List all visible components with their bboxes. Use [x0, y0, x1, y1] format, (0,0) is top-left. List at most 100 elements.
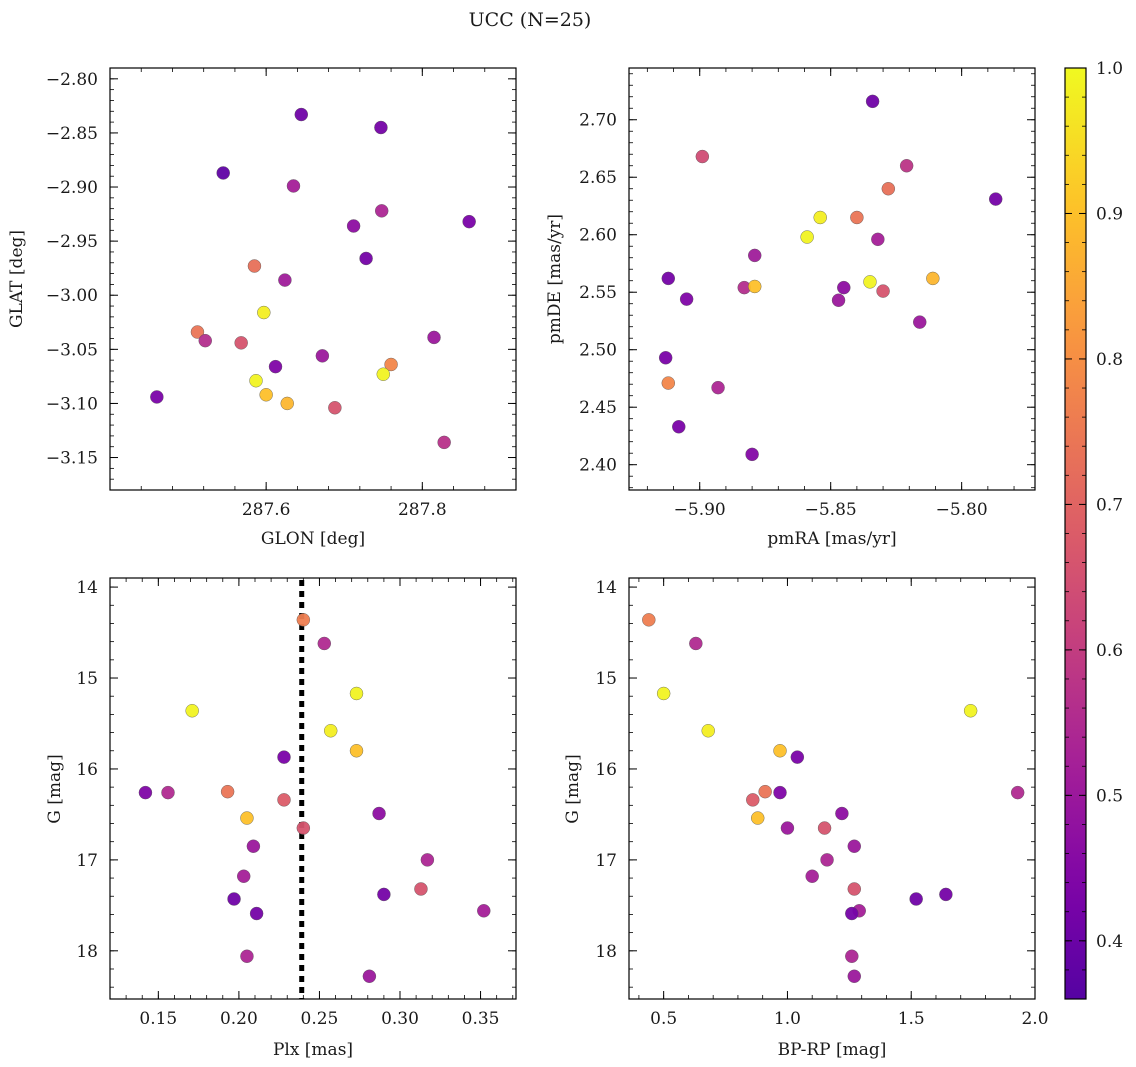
data-point — [661, 376, 675, 390]
data-point — [420, 853, 435, 867]
data-point — [246, 839, 261, 853]
data-point — [278, 273, 292, 287]
axes-frame — [109, 577, 517, 1000]
data-point — [259, 388, 273, 402]
x-tick-label: 0.20 — [220, 1009, 258, 1029]
colorbar: 0.4 0.5 0.6 0.7 0.8 0.9 1.0 — [1064, 59, 1123, 1000]
x-tick-label: 287.6 — [242, 500, 291, 520]
x-tick-label: 0.5 — [650, 1009, 677, 1029]
x-tick-label: 0.30 — [381, 1009, 419, 1029]
y-tick-label: 2.55 — [579, 283, 617, 303]
figure-title: UCC (N=25) — [469, 9, 592, 31]
data-point — [296, 613, 311, 627]
x-tick-label: −5.80 — [936, 500, 988, 520]
plot-area — [658, 94, 1003, 462]
data-point — [989, 192, 1003, 206]
data-point — [881, 182, 896, 196]
data-point — [216, 166, 230, 180]
x-tick-label: −5.85 — [805, 500, 857, 520]
data-point — [679, 292, 694, 306]
data-point — [656, 686, 671, 701]
data-point — [672, 420, 686, 434]
colorbar-tick-label: 1.0 — [1096, 59, 1123, 79]
x-tick-label: 0.35 — [462, 1009, 500, 1029]
data-point — [689, 636, 703, 651]
data-point — [220, 784, 235, 799]
y-axis-label: pmDE [mas/yr] — [545, 214, 565, 344]
y-axis-label: GLAT [deg] — [7, 230, 27, 328]
colorbar-tick-label: 0.7 — [1096, 495, 1123, 515]
data-point — [349, 744, 364, 758]
y-tick-label: 16 — [595, 760, 617, 780]
data-point — [926, 271, 940, 286]
data-point — [268, 359, 283, 374]
data-point — [847, 839, 861, 853]
data-point — [899, 159, 914, 173]
y-axis-label: G [mag] — [563, 754, 583, 823]
data-point — [375, 204, 389, 218]
axes-frame — [628, 67, 1036, 491]
y-tick-label: −2.90 — [46, 178, 98, 198]
y-tick-label: 17 — [76, 851, 98, 871]
y-tick-label: 14 — [76, 578, 98, 598]
data-point — [328, 401, 342, 415]
data-point — [477, 904, 491, 918]
axes-frame — [628, 577, 1036, 1000]
data-point — [751, 811, 765, 825]
data-point — [362, 969, 377, 983]
data-point — [161, 785, 175, 800]
data-point — [695, 149, 710, 164]
y-tick-label: 2.60 — [579, 226, 617, 246]
data-point — [748, 279, 762, 294]
data-point — [237, 869, 251, 883]
data-point — [773, 744, 787, 758]
data-point — [150, 390, 164, 404]
data-point — [257, 305, 271, 320]
x-tick-label: −5.90 — [674, 500, 726, 520]
data-point — [661, 271, 675, 286]
data-point — [780, 821, 795, 835]
y-tick-label: 15 — [76, 669, 98, 689]
y-tick-label: 17 — [595, 851, 617, 871]
y-tick-label: 2.40 — [579, 456, 617, 476]
data-point — [286, 179, 301, 193]
axes-frame — [109, 67, 517, 491]
data-point — [748, 248, 762, 263]
x-tick-label: 2.0 — [1021, 1009, 1048, 1029]
x-axis-label: pmRA [mas/yr] — [767, 529, 896, 549]
data-point — [462, 214, 476, 229]
panel-pmra-pmde: pmRA [mas/yr] pmDE [mas/yr] −5.90 −5.85 −5… — [545, 67, 1036, 549]
data-point — [773, 785, 787, 800]
y-tick-label: 18 — [76, 942, 98, 962]
y-tick-label: −2.80 — [46, 70, 98, 90]
data-point — [711, 380, 725, 395]
data-point — [817, 821, 832, 835]
y-tick-label: 14 — [595, 578, 617, 598]
data-point — [190, 325, 205, 339]
data-point — [240, 811, 254, 825]
data-point — [913, 315, 927, 329]
data-point — [790, 750, 805, 764]
data-point — [871, 232, 885, 247]
y-tick-label: −3.00 — [46, 286, 98, 306]
y-tick-label: 15 — [595, 669, 617, 689]
data-point — [837, 280, 851, 295]
panel-glon-glat: GLON [deg] GLAT [deg] 287.6 287.8 −2.80 −2.… — [7, 67, 517, 549]
data-point — [805, 869, 819, 883]
x-tick-label: 1.5 — [898, 1009, 925, 1029]
data-point — [376, 367, 390, 381]
data-point — [185, 704, 199, 718]
x-tick-label: 1.0 — [774, 1009, 801, 1029]
colorbar-tick-label: 0.6 — [1096, 641, 1123, 661]
data-point — [359, 251, 373, 266]
data-point — [876, 284, 890, 298]
data-point — [701, 724, 715, 738]
data-point — [813, 210, 827, 225]
data-point — [909, 892, 923, 906]
y-tick-label: 16 — [76, 760, 98, 780]
data-point — [227, 892, 241, 906]
x-axis-label: Plx [mas] — [273, 1040, 353, 1060]
panel-bprp-g: BP-RP [mag] G [mag] 0.5 1.0 1.5 2.0 14 15 16 17… — [563, 577, 1049, 1060]
data-point — [1010, 785, 1025, 800]
